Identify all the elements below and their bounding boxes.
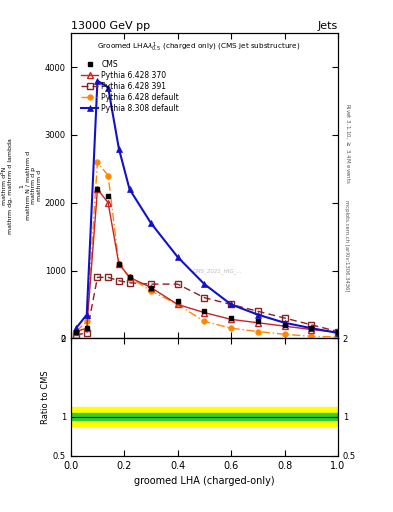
- Pythia 6.428 370: [282, 323, 287, 329]
- Pythia 6.428 default: [84, 318, 89, 325]
- CMS: [106, 193, 110, 199]
- Pythia 6.428 default: [149, 288, 153, 294]
- Line: CMS: CMS: [73, 187, 340, 334]
- Pythia 6.428 370: [95, 186, 100, 193]
- Pythia 6.428 default: [309, 333, 314, 339]
- CMS: [255, 318, 260, 325]
- Pythia 6.428 default: [95, 159, 100, 165]
- Pythia 6.428 default: [74, 329, 79, 335]
- Pythia 6.428 370: [106, 200, 110, 206]
- Pythia 6.428 391: [95, 274, 100, 281]
- Pythia 8.308 default: [106, 84, 110, 91]
- Y-axis label: Ratio to CMS: Ratio to CMS: [41, 370, 50, 424]
- Line: Pythia 6.428 370: Pythia 6.428 370: [73, 186, 342, 336]
- CMS: [229, 315, 233, 321]
- Text: Groomed LHA$\lambda^{1}_{0.5}$ (charged only) (CMS jet substructure): Groomed LHA$\lambda^{1}_{0.5}$ (charged …: [97, 41, 301, 54]
- Pythia 6.428 391: [282, 315, 287, 321]
- Pythia 6.428 391: [127, 280, 132, 286]
- Pythia 6.428 391: [202, 294, 207, 301]
- Pythia 6.428 default: [127, 274, 132, 281]
- Line: Pythia 8.308 default: Pythia 8.308 default: [73, 77, 342, 336]
- CMS: [149, 285, 153, 291]
- Pythia 8.308 default: [255, 311, 260, 317]
- Pythia 6.428 default: [229, 325, 233, 331]
- Pythia 6.428 391: [336, 329, 340, 335]
- Pythia 6.428 default: [106, 173, 110, 179]
- Pythia 6.428 391: [229, 302, 233, 308]
- CMS: [202, 308, 207, 314]
- Pythia 6.428 370: [74, 329, 79, 335]
- Pythia 8.308 default: [282, 319, 287, 326]
- Pythia 6.428 default: [255, 329, 260, 335]
- CMS: [116, 261, 121, 267]
- Pythia 6.428 391: [255, 308, 260, 314]
- Pythia 8.308 default: [95, 78, 100, 84]
- Pythia 6.428 391: [116, 278, 121, 284]
- Pythia 8.308 default: [84, 311, 89, 317]
- Pythia 8.308 default: [149, 220, 153, 226]
- Pythia 8.308 default: [127, 186, 132, 193]
- Line: Pythia 6.428 391: Pythia 6.428 391: [73, 274, 342, 338]
- Pythia 6.428 391: [175, 281, 180, 287]
- Pythia 6.428 default: [116, 261, 121, 267]
- Pythia 6.428 default: [336, 334, 340, 340]
- CMS: [74, 329, 79, 335]
- X-axis label: groomed LHA (charged-only): groomed LHA (charged-only): [134, 476, 275, 486]
- Pythia 6.428 370: [255, 319, 260, 326]
- Text: mcplots.cern.ch [arXiv:1306.3436]: mcplots.cern.ch [arXiv:1306.3436]: [344, 200, 349, 291]
- Pythia 6.428 370: [202, 310, 207, 316]
- Pythia 6.428 370: [149, 285, 153, 291]
- Pythia 6.428 370: [116, 261, 121, 267]
- Pythia 6.428 default: [175, 302, 180, 308]
- Pythia 6.428 370: [127, 274, 132, 281]
- Pythia 8.308 default: [309, 325, 314, 331]
- Pythia 6.428 370: [309, 327, 314, 333]
- Line: Pythia 6.428 default: Pythia 6.428 default: [73, 159, 341, 340]
- Pythia 8.308 default: [336, 330, 340, 336]
- Pythia 8.308 default: [202, 281, 207, 287]
- Pythia 8.308 default: [74, 325, 79, 331]
- CMS: [309, 325, 314, 331]
- Pythia 6.428 370: [175, 302, 180, 308]
- Pythia 6.428 391: [309, 322, 314, 328]
- Pythia 6.428 391: [74, 332, 79, 338]
- Pythia 6.428 391: [149, 281, 153, 287]
- CMS: [84, 325, 89, 331]
- Legend: CMS, Pythia 6.428 370, Pythia 6.428 391, Pythia 6.428 default, Pythia 8.308 defa: CMS, Pythia 6.428 370, Pythia 6.428 391,…: [80, 58, 180, 114]
- Text: Rivet 3.1.10, $\geq$ 3.4M events: Rivet 3.1.10, $\geq$ 3.4M events: [344, 103, 351, 184]
- Text: 13000 GeV pp: 13000 GeV pp: [71, 21, 150, 31]
- CMS: [175, 298, 180, 304]
- Pythia 6.428 370: [336, 329, 340, 335]
- Text: CMS_2021_HIG_...: CMS_2021_HIG_...: [193, 268, 242, 274]
- Pythia 8.308 default: [116, 145, 121, 152]
- CMS: [127, 274, 132, 281]
- Pythia 6.428 370: [84, 325, 89, 331]
- CMS: [336, 329, 340, 335]
- Pythia 6.428 default: [282, 331, 287, 337]
- Pythia 6.428 391: [106, 274, 110, 281]
- Pythia 6.428 default: [202, 318, 207, 325]
- Pythia 6.428 370: [229, 316, 233, 323]
- Text: Jets: Jets: [318, 21, 338, 31]
- Pythia 8.308 default: [175, 254, 180, 260]
- Y-axis label: mathrm d²N
mathrm dg, mathrm d lambda

1
mathrm N / mathrm d
mathrm d p
mathrm d: mathrm d²N mathrm dg, mathrm d lambda 1 …: [2, 138, 42, 234]
- CMS: [95, 186, 100, 193]
- CMS: [282, 322, 287, 328]
- Pythia 6.428 391: [84, 330, 89, 336]
- Pythia 8.308 default: [229, 302, 233, 308]
